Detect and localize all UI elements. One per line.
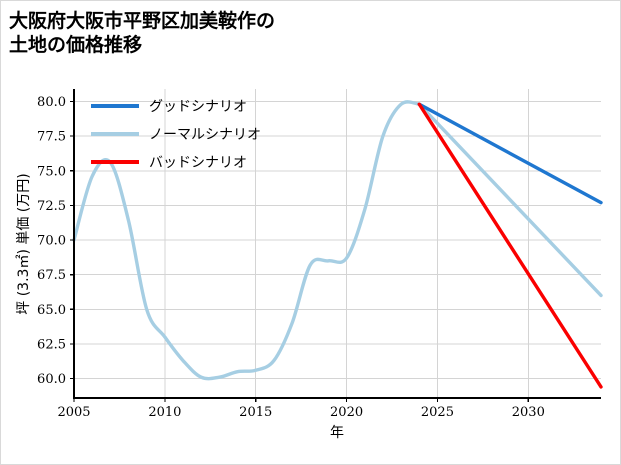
y-tick-label: 65.0 xyxy=(37,303,66,318)
series-layer xyxy=(72,100,603,389)
series-line xyxy=(417,102,603,389)
series-line xyxy=(72,100,603,381)
y-tick-label: 77.5 xyxy=(37,130,66,145)
legend-label[interactable]: グッドシナリオ xyxy=(149,99,247,115)
x-tick-label: 2030 xyxy=(512,405,545,420)
y-gridlines xyxy=(74,100,601,380)
x-tick-labels: 2005 2010 2015 2020 2025 2030 xyxy=(57,405,544,420)
y-tick-label: 60.0 xyxy=(37,372,66,387)
y-tick-label: 67.5 xyxy=(37,268,66,283)
y-tick-label: 70.0 xyxy=(37,234,66,249)
y-tick-label: 62.5 xyxy=(37,337,66,352)
x-tick-label: 2025 xyxy=(421,405,454,420)
tick-marks xyxy=(70,100,529,402)
y-tick-labels: 60.0 62.5 65.0 67.5 70.0 72.5 75.0 77.5 80.0 xyxy=(37,95,66,387)
series-line xyxy=(417,102,603,205)
plot-background xyxy=(74,89,601,398)
y-tick-label: 72.5 xyxy=(37,199,66,214)
x-tick-label: 2015 xyxy=(239,405,272,420)
legend-label[interactable]: バッドシナリオ xyxy=(149,155,247,171)
y-axis-label: 坪 (3.3㎡) 単価 (万円) xyxy=(16,173,32,314)
chart-title: 大阪府大阪市平野区加美鞍作の 土地の価格推移 xyxy=(9,10,276,57)
legend-label[interactable]: ノーマルシナリオ xyxy=(149,127,261,143)
x-tick-label: 2005 xyxy=(57,405,90,420)
x-tick-label: 2010 xyxy=(148,405,181,420)
x-tick-label: 2020 xyxy=(330,405,363,420)
x-axis-label: 年 xyxy=(330,425,344,441)
y-tick-label: 75.0 xyxy=(37,164,66,179)
y-tick-label: 80.0 xyxy=(37,95,66,110)
